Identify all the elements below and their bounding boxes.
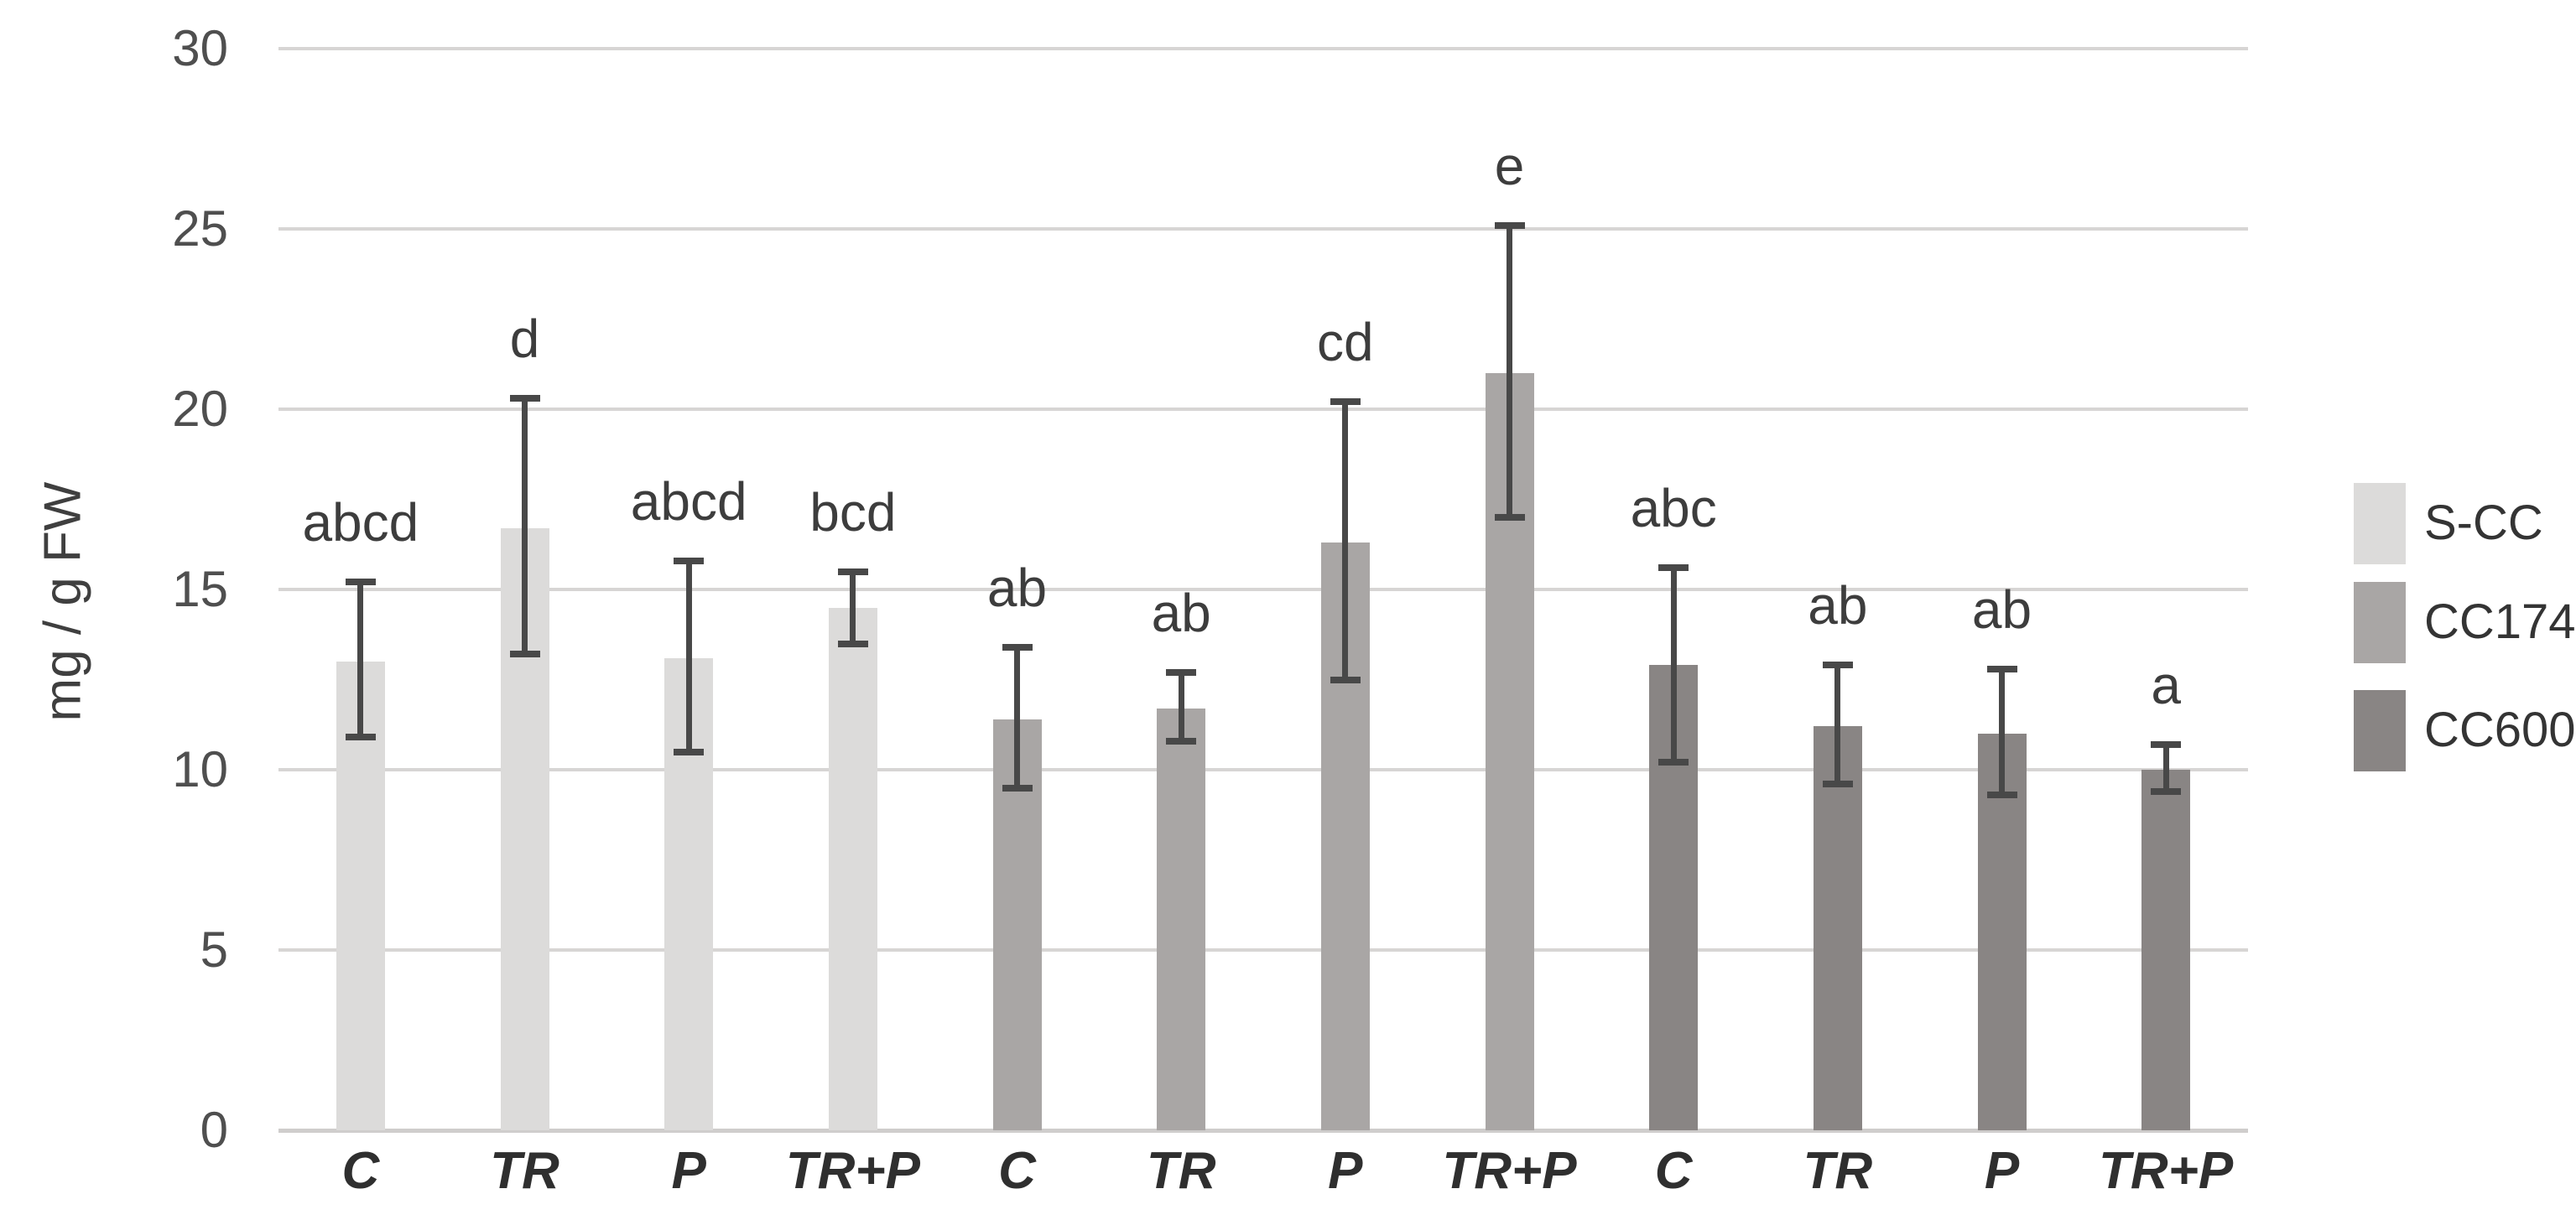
y-tick-label: 5 (200, 921, 228, 978)
error-bar-cap (1822, 781, 1853, 788)
gridline (278, 948, 2248, 952)
error-bar-cap (1494, 221, 1525, 229)
error-bar-cap (674, 557, 705, 564)
error-bar-cap (345, 579, 376, 586)
error-bar (357, 582, 364, 738)
error-bar-cap (509, 395, 540, 402)
bar-CC600-TR+P (2141, 770, 2191, 1130)
y-tick-label: 15 (172, 561, 228, 617)
y-tick-label: 0 (200, 1102, 228, 1158)
significance-letter: d (509, 309, 540, 370)
x-tick-label: P (671, 1142, 706, 1200)
legend-label-CC600: CC600 (2424, 703, 2576, 757)
error-bar (1834, 665, 1841, 785)
significance-letter: cd (1317, 312, 1374, 373)
error-bar-cap (1002, 784, 1033, 792)
y-tick-label: 30 (172, 20, 228, 76)
x-tick-label: TR (490, 1142, 559, 1200)
gridline (278, 588, 2248, 591)
error-bar-cap (2151, 740, 2182, 748)
error-bar-cap (1822, 662, 1853, 669)
significance-letter: e (1494, 135, 1525, 196)
x-tick-label: TR (1803, 1142, 1873, 1200)
error-bar-cap (1658, 564, 1689, 572)
error-bar-cap (674, 748, 705, 755)
x-tick-label: C (1654, 1142, 1693, 1200)
significance-letter: bcd (809, 481, 897, 543)
error-bar (522, 398, 528, 655)
error-bar (1342, 402, 1349, 680)
error-bar-cap (509, 651, 540, 658)
error-bar-cap (1986, 792, 2017, 799)
error-bar (1999, 668, 2005, 796)
error-bar-cap (1330, 398, 1361, 406)
error-bar (2162, 744, 2169, 792)
significance-letter: ab (986, 557, 1048, 618)
gridline (278, 408, 2248, 411)
error-bar-cap (1986, 665, 2017, 672)
x-tick-label: TR (1146, 1142, 1216, 1200)
x-axis-line (278, 1129, 2248, 1133)
x-tick-label: P (1328, 1142, 1363, 1200)
significance-letter: ab (1808, 575, 1868, 636)
legend-swatch-S-CC (2354, 483, 2406, 564)
error-bar-cap (1166, 668, 1197, 676)
significance-letter: abcd (630, 470, 747, 532)
x-tick-label: TR+P (785, 1142, 920, 1200)
gridline (278, 768, 2248, 771)
legend-swatch-CC174 (2354, 582, 2406, 663)
error-bar-cap (837, 568, 868, 575)
y-tick-label: 25 (172, 200, 228, 257)
error-bar-cap (1658, 759, 1689, 766)
y-tick-label: 10 (172, 741, 228, 797)
gridline (278, 47, 2248, 50)
bar-CC600-P (1977, 734, 2027, 1130)
error-bar-cap (837, 640, 868, 647)
gridline (278, 227, 2248, 231)
x-tick-label: TR+P (1442, 1142, 1577, 1200)
error-bar-cap (2151, 787, 2182, 795)
bar-CC174-TR (1157, 708, 1206, 1130)
error-bar (685, 560, 692, 752)
legend-label-S-CC: S-CC (2424, 496, 2543, 550)
error-bar (850, 571, 856, 644)
y-tick-label: 20 (172, 381, 228, 437)
significance-letter: abc (1630, 478, 1717, 539)
legend-label-CC174: CC174 (2424, 594, 2576, 649)
error-bar (1507, 225, 1512, 517)
x-tick-label: C (341, 1142, 380, 1200)
error-bar-cap (1166, 737, 1197, 745)
legend-swatch-CC600 (2354, 690, 2406, 771)
significance-letter: ab (1971, 579, 2032, 640)
error-bar-cap (1494, 514, 1525, 521)
error-bar-cap (1002, 643, 1033, 651)
bar-S-CC-TR+P (828, 607, 877, 1130)
bar-CC600-TR (1813, 726, 1862, 1130)
significance-letter: a (2151, 654, 2181, 715)
significance-letter: abcd (302, 492, 419, 553)
x-tick-label: C (998, 1142, 1036, 1200)
error-bar-cap (345, 734, 376, 741)
significance-letter: ab (1151, 582, 1211, 643)
error-bar (1178, 672, 1184, 741)
error-bar-cap (1330, 676, 1361, 683)
error-bar (1670, 568, 1677, 763)
error-bar (1014, 646, 1020, 788)
x-tick-label: TR+P (2099, 1142, 2234, 1200)
x-tick-label: P (1984, 1142, 2020, 1200)
